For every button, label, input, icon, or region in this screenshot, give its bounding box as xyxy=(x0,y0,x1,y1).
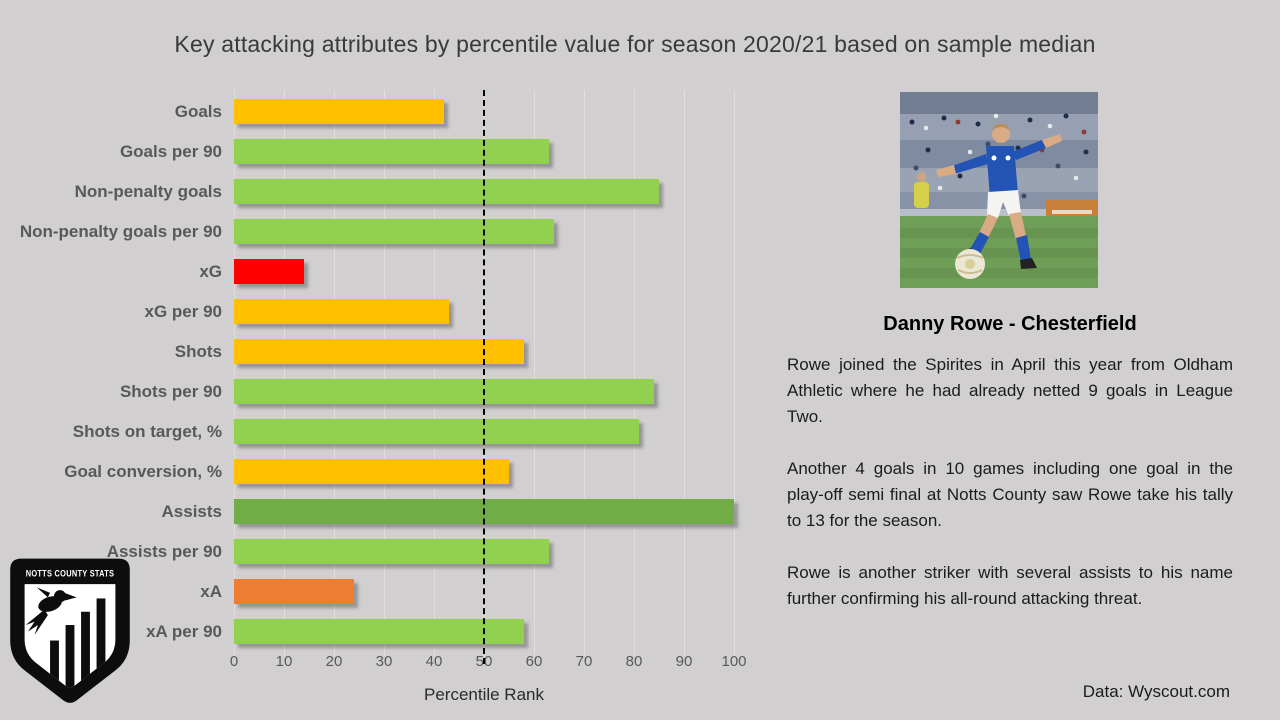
x-tick-label-80: 80 xyxy=(625,653,643,670)
gridline-40 xyxy=(434,90,435,656)
category-label-non-penalty-goals-per-90: Non-penalty goals per 90 xyxy=(19,222,222,241)
gridline-100 xyxy=(734,90,735,656)
notts-county-stats-logo: NOTTS COUNTY STATS xyxy=(10,558,130,703)
category-label-xa: xA xyxy=(200,582,222,601)
bar-shots-on-target xyxy=(234,419,639,444)
data-source-credit: Data: Wyscout.com xyxy=(1082,682,1230,701)
paragraph-1: Rowe joined the Spirites in April this y… xyxy=(787,355,1233,426)
category-label-xg-per-90: xG per 90 xyxy=(144,302,223,321)
category-label-xa-per-90: xA per 90 xyxy=(146,622,222,641)
category-label-assists-per-90: Assists per 90 xyxy=(106,542,222,561)
magpie-icon xyxy=(25,587,77,635)
category-label-goals: Goals xyxy=(174,102,222,121)
bar-xg xyxy=(234,259,304,284)
x-tick-label-90: 90 xyxy=(675,653,693,670)
bar-xg-per-90 xyxy=(234,299,449,324)
x-tick-label-70: 70 xyxy=(575,653,593,670)
bar-xa xyxy=(234,579,354,604)
gridline-20 xyxy=(334,90,335,656)
category-label-non-penalty-goals: Non-penalty goals xyxy=(74,182,222,201)
bar-shots-per-90 xyxy=(234,379,654,404)
bar-xa-per-90 xyxy=(234,619,524,644)
median-reference-line xyxy=(483,90,485,664)
bar-shots xyxy=(234,339,524,364)
bar-non-penalty-goals-per-90 xyxy=(234,219,554,244)
player-summary-text: Rowe joined the Spirites in April this y… xyxy=(787,352,1233,638)
category-label-shots-per-90: Shots per 90 xyxy=(119,382,222,401)
gridline-70 xyxy=(584,90,585,656)
gridline-80 xyxy=(634,90,635,656)
category-label-goals-per-90: Goals per 90 xyxy=(119,142,222,161)
x-tick-label-100: 100 xyxy=(721,653,747,670)
x-tick-label-10: 10 xyxy=(275,653,293,670)
paragraph-2: Another 4 goals in 10 games including on… xyxy=(787,459,1233,530)
category-label-shots: Shots xyxy=(174,342,222,361)
logo-bar-chart xyxy=(50,598,106,688)
bar-assists-per-90 xyxy=(234,539,549,564)
gridline-30 xyxy=(384,90,385,656)
player-photo xyxy=(900,92,1098,288)
category-label-assists: Assists xyxy=(161,502,222,521)
bar-goals-per-90 xyxy=(234,139,549,164)
football xyxy=(955,249,985,279)
chart-title: Key attacking attributes by percentile v… xyxy=(174,31,1096,57)
bar-goals xyxy=(234,99,444,124)
x-tick-label-40: 40 xyxy=(425,653,443,670)
x-axis-title: Percentile Rank xyxy=(423,685,544,704)
bar-non-penalty-goals xyxy=(234,179,659,204)
category-label-shots-on-target: Shots on target, % xyxy=(72,422,222,441)
logo-text: NOTTS COUNTY STATS xyxy=(26,568,115,578)
pitch xyxy=(900,216,1098,288)
gridline-0 xyxy=(234,90,235,656)
bar-goal-conversion xyxy=(234,459,509,484)
x-tick-label-0: 0 xyxy=(229,653,239,670)
player-name-heading: Danny Rowe - Chesterfield xyxy=(883,313,1137,335)
percentile-bar-chart: 0 10 20 30 40 50 60 70 80 90 100 Goals Goals per 90 N… xyxy=(19,90,747,670)
steward-figure xyxy=(914,172,929,208)
x-tick-label-30: 30 xyxy=(375,653,393,670)
x-tick-label-20: 20 xyxy=(325,653,343,670)
gridline-90 xyxy=(684,90,685,656)
gridline-60 xyxy=(534,90,535,656)
gridline-10 xyxy=(284,90,285,656)
category-label-xg: xG xyxy=(199,262,222,281)
paragraph-3: Rowe is another striker with several ass… xyxy=(787,563,1233,608)
x-tick-label-60: 60 xyxy=(525,653,543,670)
category-label-goal-conversion: Goal conversion, % xyxy=(64,462,222,481)
